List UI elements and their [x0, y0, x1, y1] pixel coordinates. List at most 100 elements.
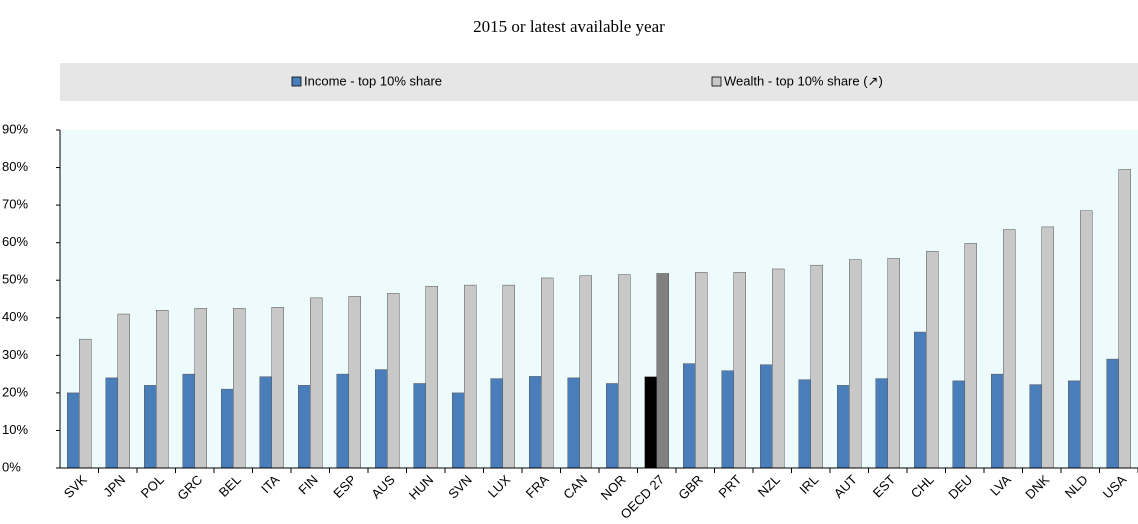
x-tick-label: EST — [870, 472, 899, 501]
bar — [772, 268, 785, 469]
y-tick-label: 0% — [2, 459, 21, 474]
bar — [156, 310, 169, 469]
bar — [1080, 210, 1093, 469]
bar — [310, 297, 323, 469]
bar — [810, 264, 823, 469]
x-tick-label: ESP — [330, 472, 359, 501]
x-tick-label: NOR — [598, 472, 629, 503]
bar — [914, 331, 927, 469]
x-tick-label: FIN — [295, 472, 320, 497]
x-tick-label: CHL — [908, 472, 937, 501]
y-tick-label: 20% — [2, 384, 28, 399]
y-tick-label: 30% — [2, 347, 28, 362]
x-tick-label: DEU — [945, 472, 975, 502]
y-tick-label: 60% — [2, 234, 28, 249]
bar — [1118, 169, 1131, 469]
bar — [413, 383, 426, 469]
x-tick-label: AUS — [368, 472, 398, 502]
bar — [991, 373, 1004, 469]
bar — [375, 369, 388, 469]
bar — [387, 293, 400, 469]
y-tick-label: 50% — [2, 272, 28, 287]
y-tick-label: 70% — [2, 197, 28, 212]
bar — [529, 376, 542, 469]
bar — [721, 370, 734, 469]
bar — [656, 273, 669, 469]
x-tick-label: GBR — [675, 472, 706, 503]
bar — [733, 272, 746, 469]
x-tick-label: NLD — [1062, 472, 1091, 501]
bar — [1003, 229, 1016, 469]
bar — [452, 392, 465, 469]
bar — [79, 338, 92, 469]
bar — [644, 376, 657, 469]
x-tick-label: BEL — [216, 472, 244, 500]
bar — [964, 243, 977, 469]
bar — [579, 275, 592, 469]
bar — [144, 385, 157, 469]
x-tick-label: HUN — [406, 472, 437, 503]
x-tick-label: ITA — [258, 472, 282, 496]
bar — [1029, 384, 1042, 469]
x-tick-label: GRC — [174, 472, 205, 503]
legend-swatch — [291, 76, 302, 87]
legend-label: Wealth - top 10% share (↗) — [724, 73, 883, 88]
bar — [1068, 380, 1081, 469]
y-tick-label: 10% — [2, 422, 28, 437]
bar — [194, 308, 207, 469]
bar — [67, 392, 80, 469]
bar — [849, 259, 862, 469]
x-tick-label: IRL — [796, 472, 821, 497]
bar — [298, 385, 311, 469]
bar — [798, 379, 811, 469]
chart-title: 2015 or latest available year — [473, 17, 665, 36]
bar — [683, 363, 696, 469]
bar — [233, 308, 246, 469]
bar — [221, 388, 234, 469]
bar — [837, 385, 850, 469]
x-tick-label: NZL — [755, 472, 783, 500]
bar — [1041, 226, 1054, 469]
x-tick-label: USA — [1100, 472, 1130, 502]
x-tick-label: SVN — [445, 472, 475, 502]
bar — [271, 307, 284, 469]
legend-swatch — [711, 76, 722, 87]
bar — [117, 313, 130, 469]
x-tick-label: JPN — [100, 472, 128, 500]
bar — [760, 364, 773, 469]
x-tick-label: FRA — [523, 472, 552, 501]
bar — [1106, 358, 1119, 469]
x-tick-label: LVA — [987, 472, 1014, 499]
bar — [695, 272, 708, 469]
bar — [464, 284, 477, 469]
bar — [425, 285, 438, 469]
x-tick-label: PRT — [715, 472, 744, 501]
bar — [348, 296, 361, 469]
bar — [105, 377, 118, 469]
y-tick-label: 80% — [2, 159, 28, 174]
bar — [182, 373, 195, 469]
x-tick-label: LUX — [485, 472, 514, 501]
bar — [952, 380, 965, 469]
x-tick-label: CAN — [560, 472, 590, 502]
x-tick-label: SVK — [61, 472, 90, 501]
bar — [336, 373, 349, 469]
bar — [502, 284, 515, 469]
x-tick-label: POL — [138, 472, 167, 501]
y-tick-label: 40% — [2, 309, 28, 324]
x-tick-label: AUT — [831, 472, 860, 501]
x-tick-label: DNK — [1022, 472, 1052, 502]
bar — [618, 274, 631, 469]
bar — [875, 378, 888, 469]
bar — [926, 251, 939, 469]
bar — [606, 383, 619, 469]
bar — [259, 376, 272, 469]
bar — [490, 378, 503, 469]
bar — [567, 377, 580, 469]
bar — [887, 258, 900, 469]
y-tick-label: 90% — [2, 121, 28, 136]
bar — [541, 277, 554, 469]
legend-band — [60, 63, 1138, 101]
legend-label: Income - top 10% share — [304, 73, 442, 88]
